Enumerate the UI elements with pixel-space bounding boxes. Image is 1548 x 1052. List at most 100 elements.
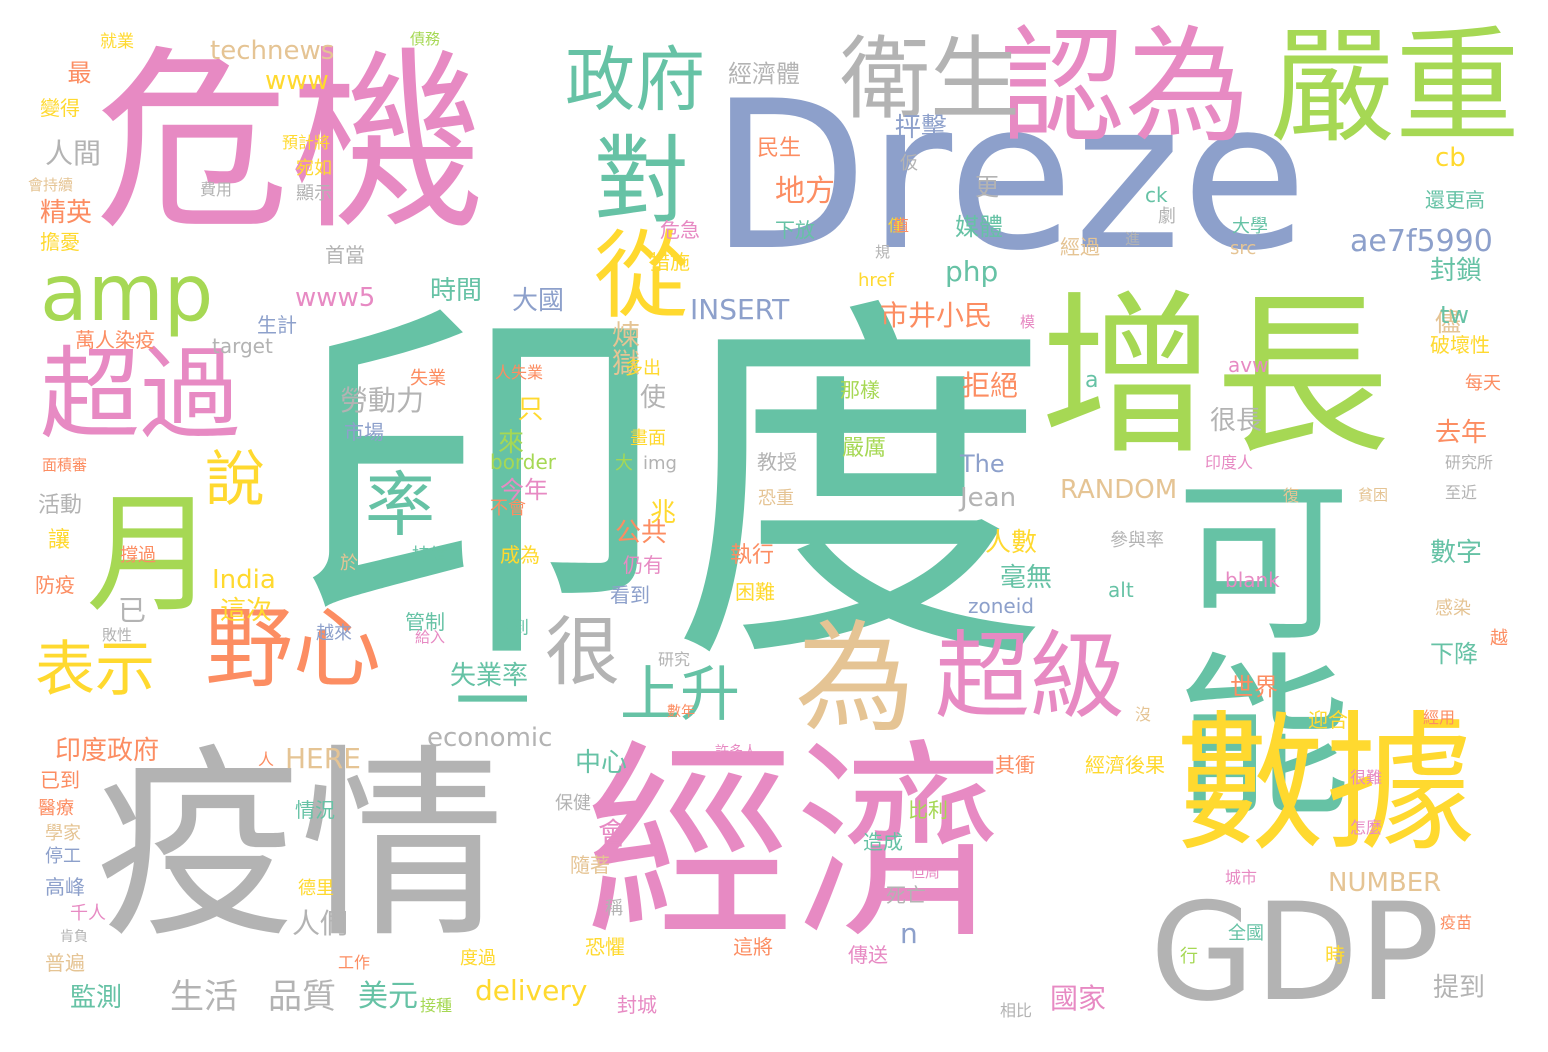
word-cloud-word: 封鎖 xyxy=(1430,256,1483,286)
word-cloud-word: 很難 xyxy=(1350,768,1383,787)
word-cloud-word: 困難 xyxy=(735,580,775,604)
word-cloud-word: 生活 xyxy=(170,977,238,1017)
word-cloud-word: 煉獄 xyxy=(608,320,641,376)
word-cloud-word: 超級 xyxy=(935,622,1126,732)
word-cloud-word: 於 xyxy=(340,553,358,574)
word-cloud-word: 保健 xyxy=(555,793,591,814)
word-cloud-word: www5 xyxy=(295,283,376,313)
word-cloud-word: amp xyxy=(40,249,214,339)
word-cloud-word: n xyxy=(900,917,918,950)
word-cloud-word: 宛如 xyxy=(296,158,332,179)
word-cloud-word: 費用 xyxy=(200,180,233,199)
word-cloud-word: 多出 xyxy=(625,358,661,379)
word-cloud-word: 相比 xyxy=(1000,1001,1033,1020)
word-cloud-word: 今年 xyxy=(500,476,548,504)
word-cloud-word: HERE xyxy=(285,742,361,775)
word-cloud-word: 認為 xyxy=(1000,15,1250,160)
word-cloud-word: 死亡 xyxy=(886,883,926,907)
word-cloud-word: 使 xyxy=(640,383,667,413)
word-cloud-word: 措施 xyxy=(650,250,690,274)
word-cloud-word: 拒絕 xyxy=(962,369,1019,402)
word-cloud-word: 媒體 xyxy=(955,213,1003,241)
word-cloud-word: 至近 xyxy=(1445,483,1478,502)
word-cloud-word: INSERT xyxy=(690,293,790,326)
word-cloud-word: 工作 xyxy=(338,953,371,972)
word-cloud-word: 變得 xyxy=(40,96,80,120)
word-cloud-word: php xyxy=(945,255,999,288)
word-cloud-word: 這將 xyxy=(733,935,773,959)
word-cloud-word: 恐懼 xyxy=(585,935,625,959)
word-cloud-word: 普遍 xyxy=(45,951,85,975)
word-cloud-word: 模 xyxy=(1020,313,1036,331)
word-cloud-word: 嚴重 xyxy=(1270,15,1520,160)
word-cloud-word: cb xyxy=(1435,143,1466,173)
word-cloud-word: 嚴厲 xyxy=(842,436,887,461)
word-cloud-word: 貧困 xyxy=(1358,486,1389,504)
word-cloud-word: 參與率 xyxy=(1110,530,1164,551)
word-cloud-word: 德里 xyxy=(298,878,334,899)
word-cloud-word: 研究 xyxy=(658,650,691,669)
word-cloud-word: 去年 xyxy=(1435,418,1488,448)
word-cloud-word: 印度人 xyxy=(1205,453,1254,472)
word-cloud-word: 活動 xyxy=(38,493,83,518)
word-cloud-word: 從 xyxy=(578,225,688,320)
word-cloud-word: 野心 xyxy=(205,597,382,700)
word-cloud-word: 還更高 xyxy=(1425,188,1485,212)
word-cloud-word: 稱 xyxy=(605,898,623,919)
word-cloud-word: 人們 xyxy=(292,907,349,940)
word-cloud-word: 下降 xyxy=(1430,640,1478,668)
word-cloud-word: 失業率 xyxy=(450,661,529,691)
word-cloud-word: 破壞性 xyxy=(1430,333,1490,357)
word-cloud-word: a xyxy=(1085,368,1099,393)
word-cloud-word: 許多人 xyxy=(715,744,757,760)
word-cloud-word: 持續 xyxy=(412,545,448,566)
word-cloud-word: 人 xyxy=(258,750,275,769)
word-cloud-word: blank xyxy=(1225,568,1280,592)
word-cloud-word: 高峰 xyxy=(45,875,85,899)
word-cloud-word: 停工 xyxy=(45,846,81,867)
word-cloud-word: 規 xyxy=(875,243,891,261)
word-cloud-word: 隨著 xyxy=(570,853,610,877)
word-cloud-word: 一 xyxy=(455,658,531,746)
word-cloud-word: delivery xyxy=(475,974,588,1007)
word-cloud-word: 度過 xyxy=(460,948,496,969)
word-cloud-word: 兆 xyxy=(650,498,677,528)
word-cloud-word: 人間 xyxy=(45,137,102,170)
word-cloud-word: 大 xyxy=(615,453,633,474)
word-cloud-word: 恐重 xyxy=(758,488,794,509)
word-cloud-word: tw xyxy=(1440,301,1470,329)
word-cloud-word: 其衝 xyxy=(995,753,1035,777)
word-cloud-word: 地方 xyxy=(775,174,835,209)
word-cloud-word: 情況 xyxy=(295,798,335,822)
word-cloud-word: 找到 xyxy=(493,618,529,639)
word-cloud-word: 成為 xyxy=(500,543,540,567)
word-cloud-word: src xyxy=(1230,238,1257,259)
word-cloud-word: GDP xyxy=(1150,874,1440,1031)
word-cloud-word: 國家 xyxy=(1050,982,1107,1015)
word-cloud-word: Dreze xyxy=(710,58,1308,296)
word-cloud-word: RANDOM xyxy=(1060,475,1178,505)
word-cloud-word: 監測 xyxy=(70,983,123,1013)
word-cloud-word: 儘 xyxy=(1435,308,1462,338)
word-cloud-word: 危急 xyxy=(660,218,700,242)
word-cloud-word: 仍有 xyxy=(623,553,663,577)
word-cloud-word: 首當 xyxy=(325,243,365,267)
word-cloud-word: 城市 xyxy=(1225,868,1258,887)
word-cloud-word: 最 xyxy=(63,60,91,84)
word-cloud-word: 增長 xyxy=(1040,276,1390,479)
word-cloud-word: 封城 xyxy=(617,993,657,1017)
word-cloud-word: 比利 xyxy=(908,798,948,822)
word-cloud-word: 敗性 xyxy=(102,626,133,644)
word-cloud-word: 說 xyxy=(205,445,265,515)
word-cloud-word: 抨擊 xyxy=(895,113,948,143)
word-cloud-word: 學家 xyxy=(45,823,81,844)
word-cloud-word: 勞動力 xyxy=(340,384,425,417)
word-cloud-word: 很長 xyxy=(1210,406,1263,436)
word-cloud-word: 表示 xyxy=(35,635,155,705)
word-cloud-word: 中心 xyxy=(575,748,628,778)
word-cloud-word: The xyxy=(960,450,1005,478)
word-cloud-word: 可能 xyxy=(1146,470,1349,820)
word-cloud-word: 管制 xyxy=(405,610,445,634)
word-cloud-word: 大國 xyxy=(512,286,565,316)
